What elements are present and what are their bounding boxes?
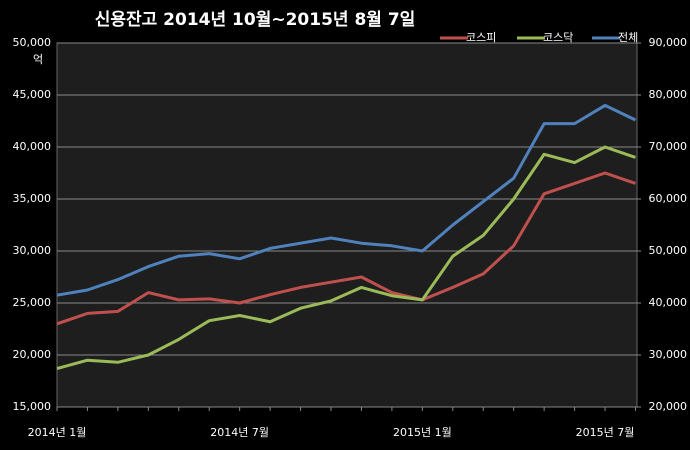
plot-area [56, 42, 638, 408]
y2-tick-label: 30,000 [649, 348, 688, 361]
y-tick-label: 35,000 [13, 192, 52, 205]
series-line [56, 103, 637, 297]
y-tick-label: 30,000 [13, 244, 52, 257]
x-tick-label: 2015년 1월 [393, 426, 452, 439]
x-tick-label: 2014년 1월 [28, 426, 87, 439]
legend-label: 코스피 [466, 31, 496, 44]
legend-label: 코스닥 [543, 31, 573, 44]
y-tick-label: 25,000 [13, 296, 52, 309]
y2-tick-label: 20,000 [649, 400, 688, 413]
y2-tick-label: 70,000 [649, 140, 688, 153]
x-tick-label: 2014년 7월 [210, 426, 269, 439]
y-tick-label: 20,000 [13, 348, 52, 361]
y2-tick-label: 40,000 [649, 296, 688, 309]
y2-tick-label: 50,000 [649, 244, 688, 257]
y2-tick-label: 90,000 [649, 36, 688, 49]
y-tick-label: 40,000 [13, 140, 52, 153]
series-line [56, 145, 636, 370]
y-tick-label: 45,000 [13, 88, 52, 101]
x-tick-label: 2015년 7월 [576, 426, 635, 439]
legend-label: 전체 [618, 31, 638, 44]
y-tick-label: 50,000 [13, 36, 52, 49]
y-unit: 억 [33, 53, 43, 66]
y-tick-label: 15,000 [13, 400, 52, 413]
y2-tick-label: 60,000 [649, 192, 688, 205]
y2-tick-label: 80,000 [649, 88, 688, 101]
chart-title: 신용잔고 2014년 10월~2015년 8월 7일 [95, 10, 416, 30]
series-line [56, 171, 636, 326]
